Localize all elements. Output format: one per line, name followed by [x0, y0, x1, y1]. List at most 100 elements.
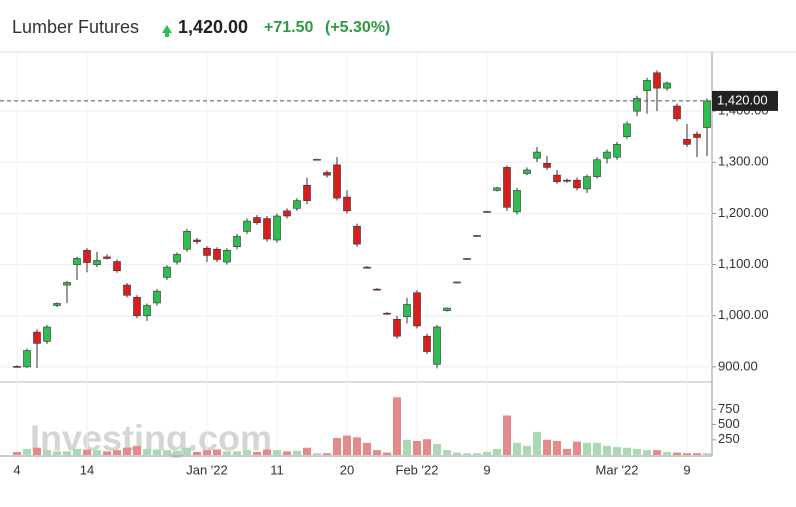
candle-body	[543, 163, 551, 168]
v-tick-label: 750	[718, 401, 740, 416]
candle-body	[443, 307, 451, 311]
candle-body	[113, 261, 121, 272]
candle-body	[213, 248, 221, 260]
candle-body	[303, 185, 311, 201]
v-tick-label: 250	[718, 431, 740, 446]
candle-body	[413, 292, 421, 327]
volume-bar	[293, 450, 301, 455]
candle-body	[433, 326, 441, 365]
volume-bar	[193, 451, 201, 455]
volume-bar	[233, 451, 241, 455]
volume-bar	[13, 451, 21, 455]
y-tick-label: 1,200.00	[718, 205, 769, 220]
x-tick-label: Mar '22	[596, 462, 639, 477]
candle-body	[553, 174, 561, 183]
candle-body	[183, 231, 191, 250]
change-pct: (+5.30%)	[325, 19, 390, 36]
candle-body	[583, 176, 591, 190]
candle-body	[453, 281, 461, 284]
candle-body	[633, 98, 641, 112]
volume-bar	[253, 451, 261, 455]
candle-body	[393, 319, 401, 337]
candle-body	[573, 179, 581, 189]
volume-bar	[173, 450, 181, 455]
candle-body	[363, 266, 371, 269]
volume-bar	[223, 451, 231, 455]
volume-bar	[183, 447, 191, 455]
candle-body	[493, 187, 501, 191]
candle-body	[173, 254, 181, 263]
volume-bar	[153, 449, 161, 455]
candle-body	[43, 326, 51, 342]
candle-body	[673, 105, 681, 120]
volume-bar	[243, 450, 251, 455]
volume-bar	[163, 450, 171, 455]
candle-body	[463, 258, 471, 260]
volume-bar	[303, 447, 311, 455]
volume-bar	[613, 447, 621, 455]
volume-bar	[343, 435, 351, 455]
volume-bar	[553, 441, 561, 455]
volume-bar	[63, 451, 71, 455]
candle-body	[293, 200, 301, 209]
volume-bar	[623, 447, 631, 455]
candle-body	[63, 282, 71, 286]
volume-bar	[263, 449, 271, 455]
y-tick-label: 900.00	[718, 358, 758, 373]
volume-bar	[363, 442, 371, 455]
candle-body	[703, 100, 711, 128]
volume-bar	[393, 397, 401, 455]
chart-title: Lumber Futures	[12, 17, 139, 37]
volume-bar	[603, 445, 611, 455]
candle-body	[313, 158, 321, 161]
volume-bar	[383, 452, 391, 455]
volume-bar	[213, 449, 221, 455]
candle-body	[333, 164, 341, 199]
candle-body	[683, 138, 691, 145]
candle-body	[693, 133, 701, 138]
y-tick-label: 1,100.00	[718, 256, 769, 271]
x-tick-label: Jan '22	[186, 462, 228, 477]
last-price-label: 1,420.00	[717, 92, 768, 107]
volume-bar	[433, 444, 441, 455]
volume-bar	[543, 439, 551, 455]
candle-body	[203, 247, 211, 256]
candle-body	[283, 210, 291, 217]
volume-bar	[103, 451, 111, 455]
candle-body	[483, 211, 491, 213]
candle-body	[193, 239, 201, 242]
volume-bar	[703, 453, 711, 455]
candle-body	[133, 297, 141, 317]
candle-body	[423, 335, 431, 352]
volume-bar	[33, 447, 41, 455]
candle-body	[373, 288, 381, 291]
volume-bar	[453, 452, 461, 455]
volume-bar	[403, 439, 411, 455]
candle-body	[223, 249, 231, 263]
candle-body	[53, 303, 61, 306]
volume-bar	[373, 450, 381, 455]
y-tick-label: 1,300.00	[718, 154, 769, 169]
candle-body	[613, 144, 621, 158]
candle-body	[123, 284, 131, 296]
up-arrow	[162, 25, 172, 37]
volume-bar	[203, 450, 211, 455]
volume-bar	[473, 453, 481, 455]
x-tick-label: 11	[270, 462, 284, 477]
volume-bar	[53, 451, 61, 455]
volume-bar	[593, 442, 601, 455]
candle-body	[273, 215, 281, 241]
candle-body	[663, 82, 671, 89]
candle-body	[153, 290, 161, 304]
candle-body	[73, 258, 81, 265]
candle-body	[383, 312, 391, 315]
candle-body	[93, 260, 101, 265]
volume-bar	[83, 449, 91, 455]
candle-body	[653, 72, 661, 89]
candle-body	[523, 169, 531, 174]
volume-bar	[523, 445, 531, 455]
candle-body	[403, 304, 411, 318]
candle-body	[143, 305, 151, 317]
last-price-tag	[712, 90, 778, 111]
volume-bar	[673, 452, 681, 455]
